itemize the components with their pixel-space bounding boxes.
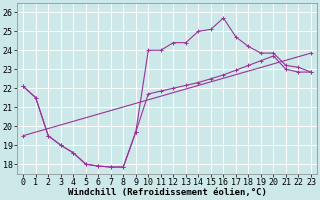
X-axis label: Windchill (Refroidissement éolien,°C): Windchill (Refroidissement éolien,°C) [68, 188, 267, 197]
